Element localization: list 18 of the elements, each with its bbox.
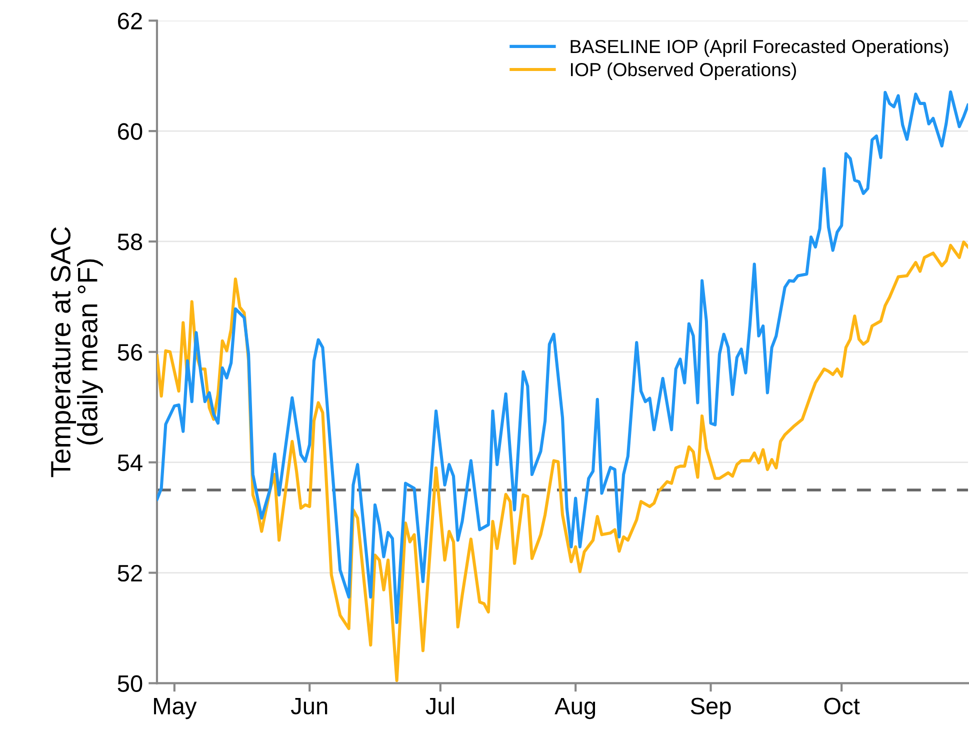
x-tick-label: Jul (426, 697, 454, 714)
legend-label: BASELINE IOP (April Forecasted Operations) (570, 39, 948, 57)
line-series (156, 90, 968, 624)
y-tick-label: 56 (118, 344, 142, 361)
y-tick-label: 54 (118, 454, 142, 472)
x-tick-label: Sep (690, 698, 731, 720)
legend-label: IOP (Observed Operations) (571, 62, 796, 80)
y-axis-title: Temperature at SAC (daily mean °F) (50, 227, 103, 478)
y-tick-label: 50 (118, 675, 142, 692)
y-tick-label: 60 (118, 123, 142, 140)
line-series (156, 240, 968, 682)
x-tick-label: Oct (824, 698, 860, 714)
x-tick-label: Jun (290, 698, 328, 714)
x-tick-label: Aug (554, 698, 596, 720)
y-tick-label: 58 (118, 234, 142, 250)
x-tick-label: May (154, 698, 197, 720)
y-tick-label: 62 (118, 12, 142, 30)
y-tick-label: 52 (118, 564, 142, 582)
